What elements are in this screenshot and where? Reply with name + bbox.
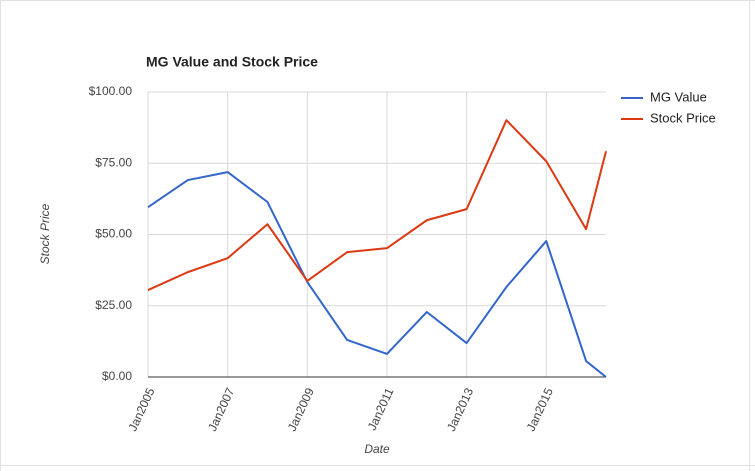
x-axis-title: Date [364, 442, 390, 456]
line [147, 119, 607, 291]
line [147, 171, 607, 378]
y-tick-label: $100.00 [89, 84, 133, 98]
y-tick-label: $25.00 [95, 298, 132, 312]
legend-label: Stock Price [650, 110, 716, 125]
y-tick-label: $50.00 [95, 227, 132, 241]
legend-label: MG Value [650, 89, 707, 104]
y-tick-label: $75.00 [95, 155, 132, 169]
chart-title: MG Value and Stock Price [146, 54, 318, 70]
y-axis-title: Stock Price [38, 203, 52, 264]
y-tick-label: $0.00 [102, 369, 132, 383]
